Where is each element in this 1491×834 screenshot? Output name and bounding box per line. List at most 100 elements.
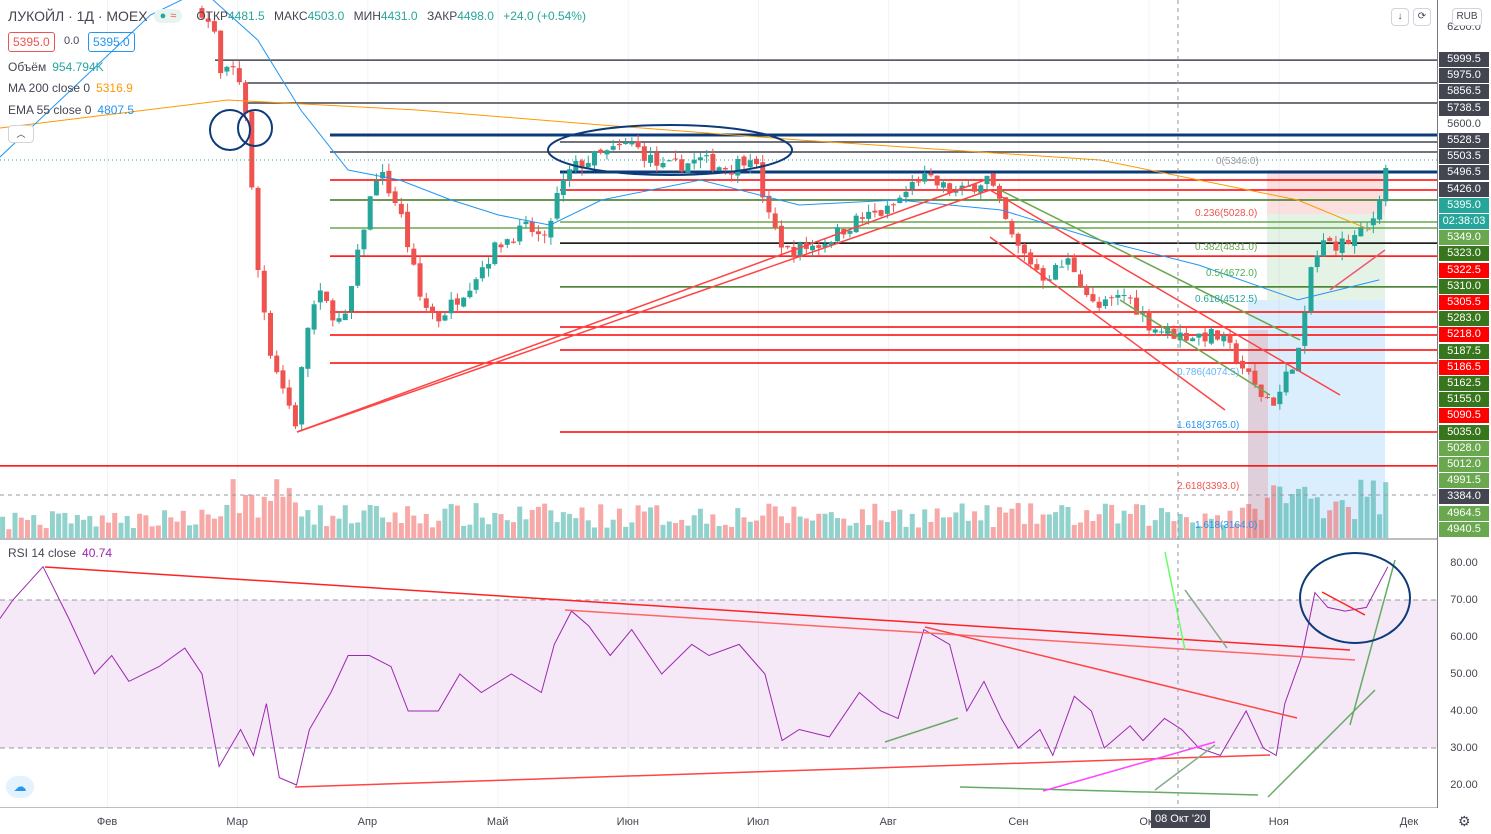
candle-body: [648, 154, 654, 163]
candle-body: [560, 180, 566, 196]
volume-bar: [1358, 479, 1364, 538]
volume-bar: [1221, 524, 1227, 538]
price-chart[interactable]: [0, 0, 1437, 808]
price-axis-label: 5155.0: [1439, 392, 1489, 408]
candle-body: [741, 156, 747, 166]
candle-body: [672, 158, 678, 160]
candle-body: [791, 246, 797, 258]
volume-bar: [1252, 508, 1258, 538]
candle-body: [1003, 197, 1009, 219]
volume-bar: [1227, 510, 1233, 538]
volume-bar: [211, 518, 217, 538]
volume-bar: [866, 524, 872, 538]
volume-bar: [1134, 504, 1140, 538]
rsi-band: [0, 600, 1437, 748]
volume-bar: [953, 512, 959, 538]
volume-bar: [909, 513, 915, 538]
volume-bar: [579, 507, 585, 538]
ema55-legend[interactable]: EMA 55 close 0 4807.5: [8, 103, 135, 117]
time-axis-label: Фев: [96, 816, 118, 828]
candle-body: [1227, 335, 1233, 343]
volume-bar: [31, 515, 37, 538]
candle-body: [1208, 328, 1214, 344]
volume-bar: [548, 510, 554, 538]
volume-bar: [405, 506, 411, 538]
volume-bar: [560, 512, 566, 538]
volume-bar: [1077, 522, 1083, 538]
candle-body: [1358, 227, 1364, 237]
candle-body: [1015, 233, 1021, 246]
candle-body: [1109, 297, 1115, 299]
tradingview-logo-icon[interactable]: ☁: [6, 776, 34, 798]
trend-line: [1119, 299, 1271, 396]
volume-bar: [324, 526, 330, 538]
volume-bar: [336, 518, 342, 538]
volume-bar: [635, 505, 641, 538]
collapse-legend-button[interactable]: ︿: [8, 125, 34, 143]
volume-bar: [685, 525, 691, 538]
volume-bar: [878, 520, 884, 538]
volume-bar: [205, 514, 211, 538]
candle-body: [498, 244, 504, 248]
volume-bar: [729, 526, 735, 538]
candle-body: [1121, 295, 1127, 297]
candle-body: [504, 239, 510, 245]
volume-bar: [174, 521, 180, 538]
settings-gear-icon[interactable]: ⚙: [1458, 813, 1471, 829]
price-axis-label: 5426.0: [1439, 181, 1489, 197]
candle-body: [1314, 255, 1320, 268]
candle-body: [236, 68, 242, 83]
volume-bar: [93, 526, 99, 538]
candle-body: [367, 196, 373, 230]
candle-body: [380, 172, 386, 179]
candle-body: [411, 248, 417, 265]
candle-body: [280, 370, 286, 389]
ma200-legend[interactable]: MA 200 close 0 5316.9: [8, 81, 133, 95]
volume-bar: [18, 517, 24, 538]
sell-price-button[interactable]: 5395.0: [8, 32, 55, 52]
candle-body: [1233, 343, 1239, 363]
candle-body: [510, 241, 516, 243]
candle-body: [299, 367, 305, 425]
symbol-title[interactable]: ЛУКОЙЛ · 1Д · MOEX: [8, 8, 148, 24]
reset-chart-button[interactable]: ⟳: [1413, 8, 1431, 26]
volume-bar: [1208, 518, 1214, 538]
rsi-legend[interactable]: RSI 14 close 40.74: [8, 546, 113, 560]
candle-body: [1115, 294, 1121, 298]
candle-body: [735, 158, 741, 176]
market-status-badge: ● ≈: [153, 9, 183, 23]
volume-bar: [1264, 497, 1270, 538]
candle-body: [579, 160, 585, 169]
volume-bar: [1302, 486, 1308, 538]
candle-body: [822, 243, 828, 248]
candle-body: [1034, 264, 1040, 270]
volume-bar: [168, 517, 174, 538]
candle-body: [1364, 227, 1370, 229]
candle-body: [249, 111, 255, 188]
candle-body: [772, 213, 778, 228]
candle-body: [324, 291, 330, 301]
volume-bar: [984, 505, 990, 538]
volume-bar: [124, 515, 130, 538]
volume-bar: [1277, 486, 1283, 538]
volume-bar: [429, 527, 435, 538]
volume-bar: [972, 511, 978, 538]
volume-bar: [535, 506, 541, 538]
volume-legend[interactable]: Объём 954.794K: [8, 60, 104, 74]
volume-bar: [1190, 522, 1196, 538]
candle-body: [1215, 330, 1221, 340]
volume-bar: [367, 505, 373, 538]
buy-price-button[interactable]: 5395.0: [88, 32, 135, 52]
scroll-to-latest-button[interactable]: ↓: [1391, 8, 1409, 26]
volume-bar: [342, 505, 348, 538]
volume-bar: [1308, 498, 1314, 538]
volume-bar: [454, 505, 460, 538]
volume-bar: [604, 527, 610, 538]
volume-bar: [1345, 506, 1351, 538]
volume-bar: [1140, 505, 1146, 538]
currency-button[interactable]: RUB: [1452, 8, 1482, 26]
volume-bar: [598, 504, 604, 538]
candle-body: [442, 315, 448, 321]
volume-bar: [567, 513, 573, 538]
volume-bar: [722, 524, 728, 538]
